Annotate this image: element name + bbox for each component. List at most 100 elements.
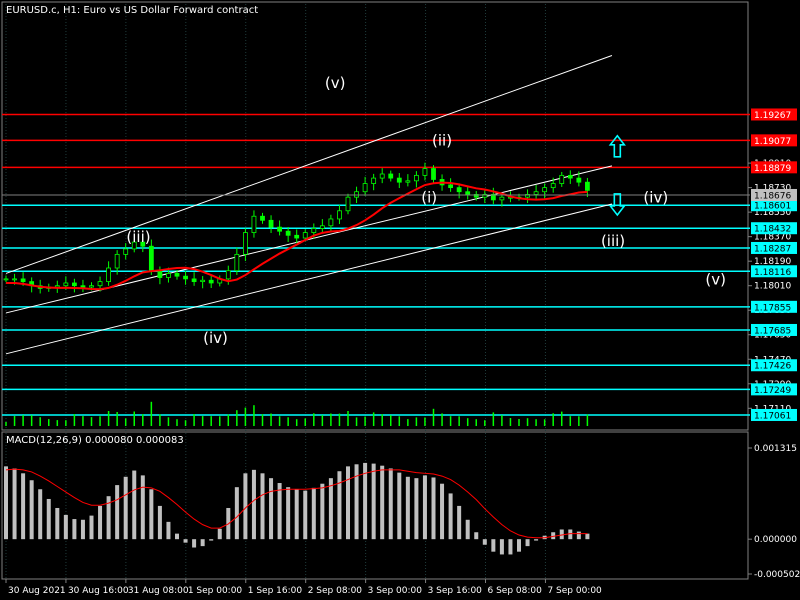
level-price-label: 1.18287 <box>754 244 791 254</box>
candle-body <box>405 180 411 183</box>
macd-bar <box>303 490 308 540</box>
candle-body <box>525 194 530 198</box>
level-price-label: 1.17855 <box>754 303 791 313</box>
candle-body <box>499 196 505 201</box>
level-price-box <box>751 265 797 278</box>
candle-body <box>354 191 359 198</box>
candle-body <box>362 183 368 193</box>
candle-body <box>106 267 111 283</box>
macd-bar <box>482 539 487 545</box>
macd-bar <box>200 539 205 547</box>
candle-body <box>302 232 308 239</box>
wave-label: (v) <box>705 270 726 288</box>
candle-body <box>225 270 231 280</box>
candle-body <box>388 173 394 179</box>
macd-bar <box>346 466 350 540</box>
candle-body <box>473 194 479 198</box>
macd-bar <box>311 487 316 540</box>
macd-bar <box>397 472 402 540</box>
macd-bar <box>166 521 171 540</box>
level-price-label: 1.19267 <box>754 111 791 121</box>
wave-labels: (v) (ii) (i) (iii) (iv) (iv) (iii) (v) <box>126 74 726 347</box>
macd-bar <box>448 493 453 540</box>
candle-body <box>12 278 17 281</box>
level-price-box <box>751 359 797 372</box>
candle-body <box>80 285 86 288</box>
volume-bars <box>5 401 589 426</box>
candle-body <box>3 278 9 281</box>
time-tick-label: 3 Sep 16:00 <box>428 586 483 596</box>
macd-bar <box>123 476 128 540</box>
candle-body <box>396 177 402 183</box>
candle-body <box>123 248 129 255</box>
candle-body <box>140 241 146 247</box>
main-pane-frame <box>1 1 749 431</box>
candle-body <box>157 270 163 278</box>
wave-label: (iii) <box>126 228 150 246</box>
level-price-label: 1.19077 <box>754 137 791 147</box>
macd-bar <box>132 470 137 540</box>
candle-body <box>337 210 342 220</box>
time-tick-label: 1 Sep 00:00 <box>188 586 243 596</box>
candle-body <box>456 187 462 193</box>
wave-label: (iii) <box>601 232 625 250</box>
macd-bar <box>149 489 154 540</box>
macd-bar <box>388 468 393 540</box>
candle-body <box>294 234 300 239</box>
macd-bar <box>72 519 77 540</box>
macd-bar <box>55 507 60 540</box>
wave-label: (i) <box>421 189 437 207</box>
time-axis: 30 Aug 2021 30 Aug 16:00 31 Aug 08:00 1 Sep… <box>5 579 602 596</box>
candle-body <box>148 245 154 272</box>
macd-bar <box>260 473 265 540</box>
price-tick-label: 1.18730 <box>754 184 791 194</box>
level-price-label: 1.17426 <box>754 362 791 372</box>
level-price-box <box>751 134 797 147</box>
candle-body <box>234 253 240 272</box>
channel-line[interactable] <box>5 203 613 355</box>
candle-body <box>379 173 385 179</box>
candle-body <box>371 177 377 184</box>
macd-bar <box>234 487 239 540</box>
macd-bar <box>414 478 419 540</box>
macd-axis: 0.001315 0.000000 -0.000502 <box>748 444 800 580</box>
macd-bar <box>585 533 590 540</box>
horizontal-levels[interactable] <box>2 113 750 416</box>
level-price-label: 1.17061 <box>754 411 791 421</box>
level-price-labels: 1.19267 1.19077 1.18879 1.18601 1.18432 1.182… <box>751 108 797 421</box>
candle-body <box>431 168 436 180</box>
macd-bar <box>175 533 179 540</box>
time-tick-label: 31 Aug 08:00 <box>128 586 189 596</box>
candle-body <box>285 230 291 236</box>
candle-body <box>542 187 548 193</box>
macd-pane-frame <box>1 431 749 580</box>
macd-bar <box>354 464 359 540</box>
macd-bar <box>209 539 214 541</box>
macd-bar <box>474 532 479 540</box>
candle-body <box>97 281 103 287</box>
level-price-box <box>751 161 797 174</box>
channel-line[interactable] <box>5 55 613 274</box>
wave-label: (iv) <box>643 189 668 207</box>
level-price-label: 1.18879 <box>754 164 791 174</box>
macd-bar <box>320 483 325 540</box>
candle-body <box>490 194 496 201</box>
macd-bar <box>89 515 94 540</box>
candle-body <box>413 174 419 182</box>
macd-bar <box>534 539 539 541</box>
level-price-label: 1.17249 <box>754 386 791 396</box>
macd-bar <box>106 496 111 540</box>
macd-bar <box>286 487 291 540</box>
arrow-up-icon <box>608 134 626 158</box>
candle-body <box>311 228 317 233</box>
candle-body <box>260 215 265 221</box>
macd-bar <box>457 505 462 540</box>
wave-label: (ii) <box>432 131 452 149</box>
level-price-box <box>751 241 797 254</box>
time-tick-label: 6 Sep 08:00 <box>488 586 543 596</box>
macd-bar <box>277 483 282 540</box>
moving-average-line <box>6 181 588 291</box>
macd-tick-label: 0.001315 <box>754 444 797 454</box>
level-price-label: 1.18116 <box>754 268 791 278</box>
